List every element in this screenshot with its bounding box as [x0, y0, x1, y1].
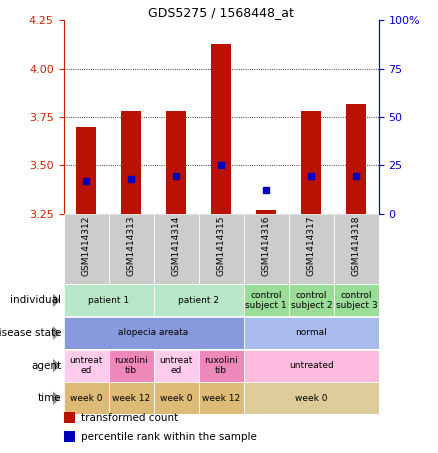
- Bar: [346, 104, 367, 214]
- Bar: [244, 382, 379, 414]
- Bar: [256, 210, 276, 214]
- Text: GSM1414315: GSM1414315: [217, 216, 226, 276]
- Title: GDS5275 / 1568448_at: GDS5275 / 1568448_at: [148, 6, 294, 19]
- Bar: [154, 350, 199, 381]
- Bar: [64, 382, 109, 414]
- Text: untreat
ed: untreat ed: [69, 356, 103, 375]
- Text: GSM1414312: GSM1414312: [81, 216, 91, 276]
- Bar: [154, 214, 199, 284]
- Text: untreated: untreated: [289, 361, 334, 370]
- Bar: [199, 350, 244, 381]
- Text: GSM1414313: GSM1414313: [127, 216, 136, 276]
- Bar: [289, 214, 334, 284]
- Bar: [154, 382, 199, 414]
- Text: agent: agent: [31, 361, 61, 371]
- Bar: [109, 350, 154, 381]
- Bar: [244, 214, 289, 284]
- Bar: [334, 214, 379, 284]
- Text: untreat
ed: untreat ed: [159, 356, 193, 375]
- Polygon shape: [53, 293, 60, 308]
- Bar: [64, 214, 109, 284]
- Text: percentile rank within the sample: percentile rank within the sample: [81, 432, 257, 442]
- Bar: [64, 317, 244, 349]
- Bar: [166, 111, 186, 214]
- Bar: [109, 382, 154, 414]
- Text: week 0: week 0: [160, 394, 192, 403]
- Text: normal: normal: [295, 328, 327, 337]
- Bar: [289, 284, 334, 316]
- Bar: [244, 350, 379, 381]
- Text: transformed count: transformed count: [81, 413, 178, 423]
- Polygon shape: [53, 358, 60, 373]
- Text: patient 1: patient 1: [88, 296, 129, 305]
- Polygon shape: [53, 391, 60, 405]
- Bar: [64, 431, 75, 442]
- Bar: [121, 111, 141, 214]
- Text: week 0: week 0: [295, 394, 328, 403]
- Text: time: time: [38, 393, 61, 403]
- Text: ruxolini
tib: ruxolini tib: [204, 356, 238, 375]
- Text: control
subject 1: control subject 1: [245, 291, 287, 310]
- Text: control
subject 3: control subject 3: [336, 291, 377, 310]
- Bar: [244, 284, 289, 316]
- Bar: [76, 127, 96, 214]
- Bar: [64, 412, 75, 423]
- Text: GSM1414318: GSM1414318: [352, 216, 361, 276]
- Bar: [199, 214, 244, 284]
- Text: individual: individual: [11, 295, 61, 305]
- Bar: [211, 43, 231, 214]
- Text: GSM1414316: GSM1414316: [262, 216, 271, 276]
- Bar: [109, 214, 154, 284]
- Bar: [199, 382, 244, 414]
- Text: GSM1414314: GSM1414314: [172, 216, 180, 276]
- Text: alopecia areata: alopecia areata: [119, 328, 189, 337]
- Bar: [334, 284, 379, 316]
- Bar: [154, 284, 244, 316]
- Text: week 12: week 12: [112, 394, 150, 403]
- Text: week 12: week 12: [202, 394, 240, 403]
- Text: control
subject 2: control subject 2: [290, 291, 332, 310]
- Bar: [64, 350, 109, 381]
- Bar: [244, 317, 379, 349]
- Text: ruxolini
tib: ruxolini tib: [114, 356, 148, 375]
- Text: week 0: week 0: [70, 394, 102, 403]
- Bar: [64, 284, 154, 316]
- Bar: [301, 111, 321, 214]
- Polygon shape: [53, 326, 60, 340]
- Text: GSM1414317: GSM1414317: [307, 216, 316, 276]
- Text: patient 2: patient 2: [178, 296, 219, 305]
- Text: disease state: disease state: [0, 328, 61, 338]
